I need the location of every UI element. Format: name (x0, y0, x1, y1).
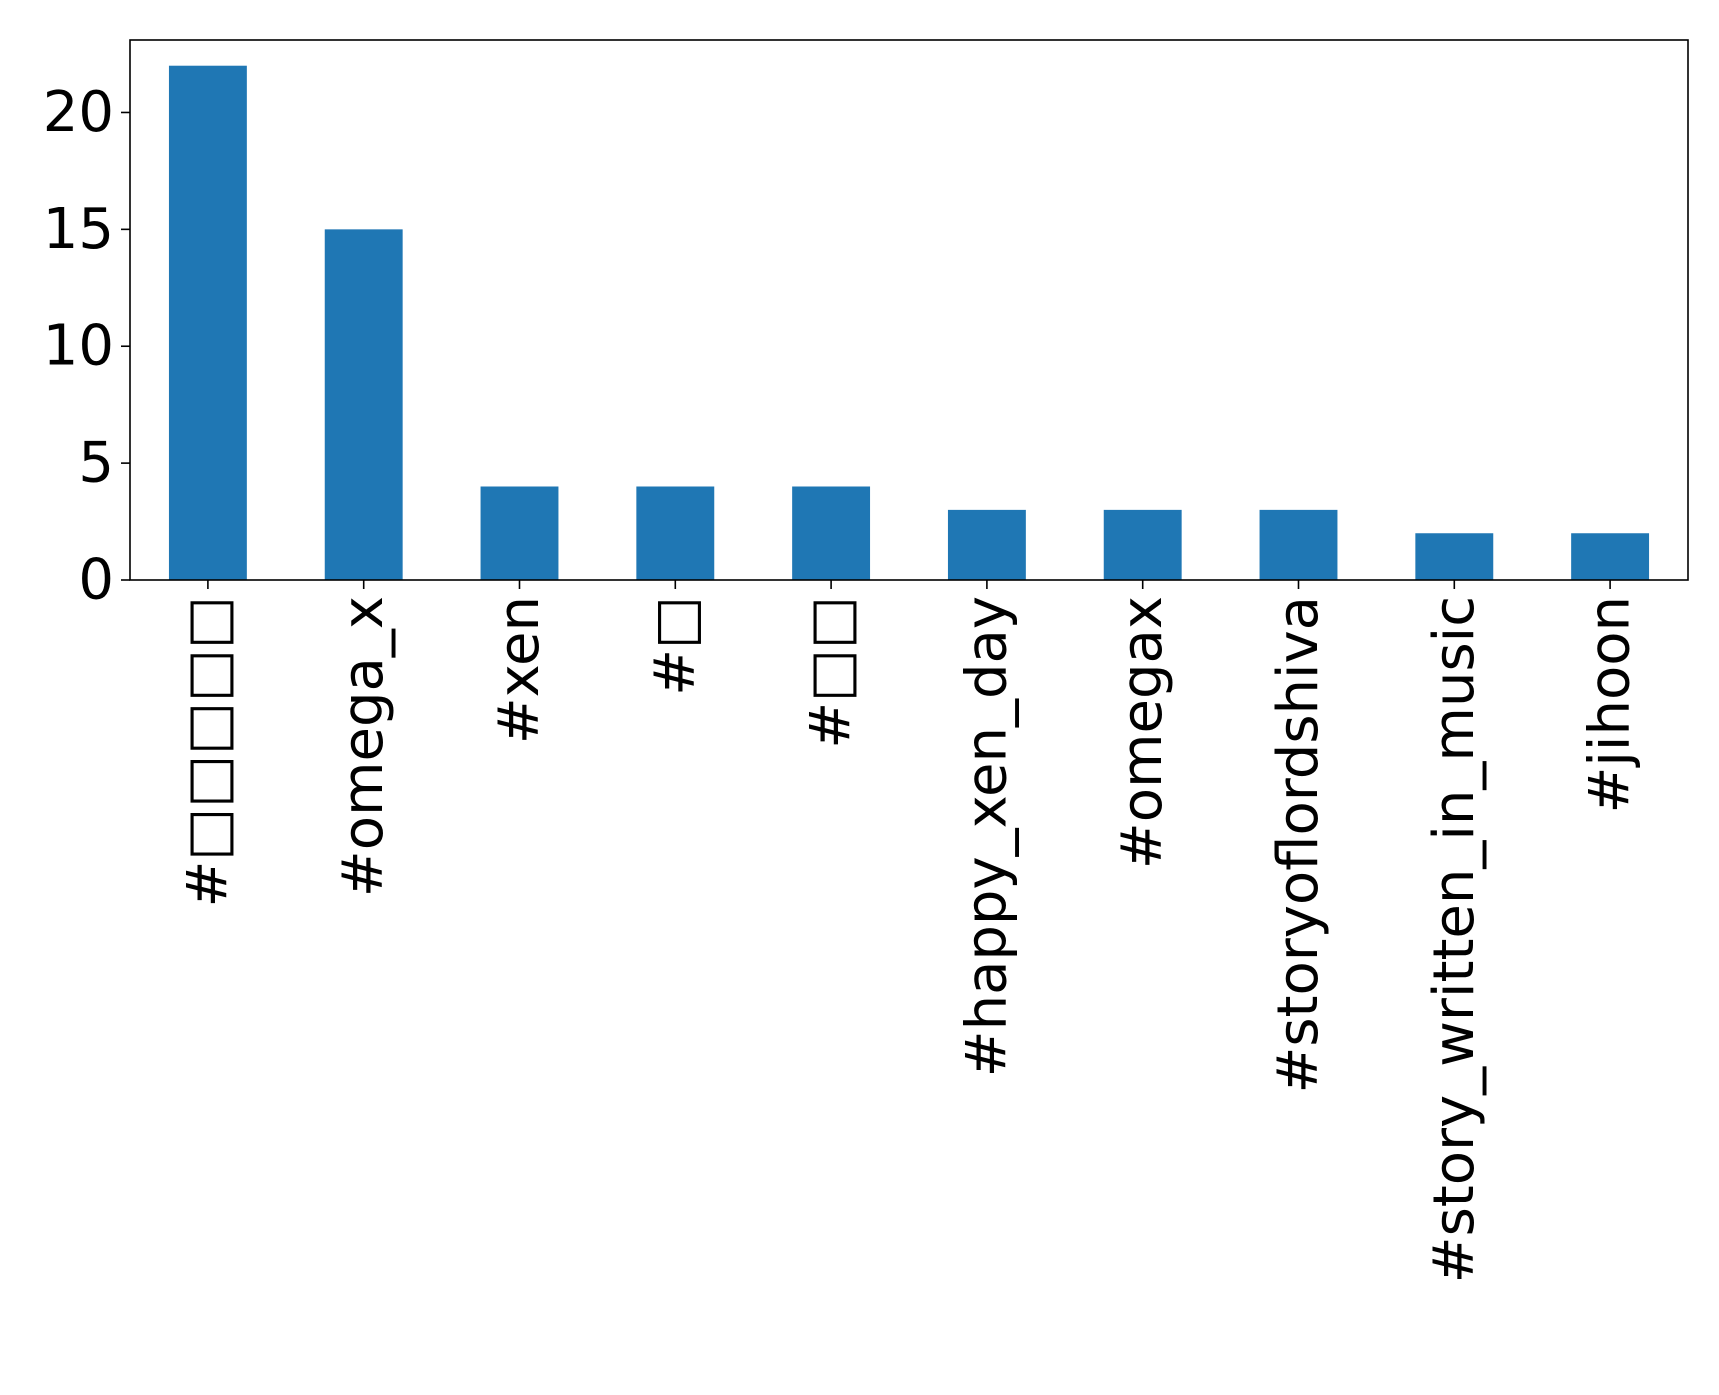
y-tick-label: 15 (43, 197, 114, 262)
bar-4 (792, 486, 871, 580)
x-tick-label: #happy_xen_day (954, 596, 1019, 1077)
x-tick-label: #storyoflordshiva (1266, 596, 1331, 1094)
y-tick-label: 10 (43, 314, 114, 379)
x-tick-label: #xen (487, 596, 552, 744)
bar-0 (168, 65, 247, 580)
bar-3 (636, 486, 715, 580)
bar-5 (947, 509, 1026, 580)
bar-1 (324, 229, 403, 580)
x-axis: #□□□□□ #omega_x #xen #□ #□□ #happy_xen_day #om… (175, 580, 1643, 1283)
x-tick-label: #omega_x (331, 596, 396, 897)
bar-6 (1103, 509, 1182, 580)
plot-frame (129, 39, 1689, 581)
bar-7 (1259, 509, 1338, 580)
bars (168, 65, 1650, 580)
x-tick-label: #□□ (799, 596, 864, 749)
x-tick-label: #□ (643, 596, 708, 696)
x-tick-label: #story_written_in_music (1422, 596, 1487, 1283)
y-axis: 0 5 10 15 20 (43, 80, 130, 613)
y-tick-label: 20 (43, 80, 114, 145)
x-tick-label: #□□□□□ (175, 596, 240, 907)
x-tick-label: #jihoon (1578, 596, 1643, 814)
y-tick-label: 5 (78, 431, 114, 496)
bar-9 (1571, 533, 1650, 580)
bar-8 (1415, 533, 1494, 580)
bar-2 (480, 486, 559, 580)
x-tick-label: #omegax (1110, 596, 1175, 869)
y-tick-label: 0 (78, 548, 114, 613)
